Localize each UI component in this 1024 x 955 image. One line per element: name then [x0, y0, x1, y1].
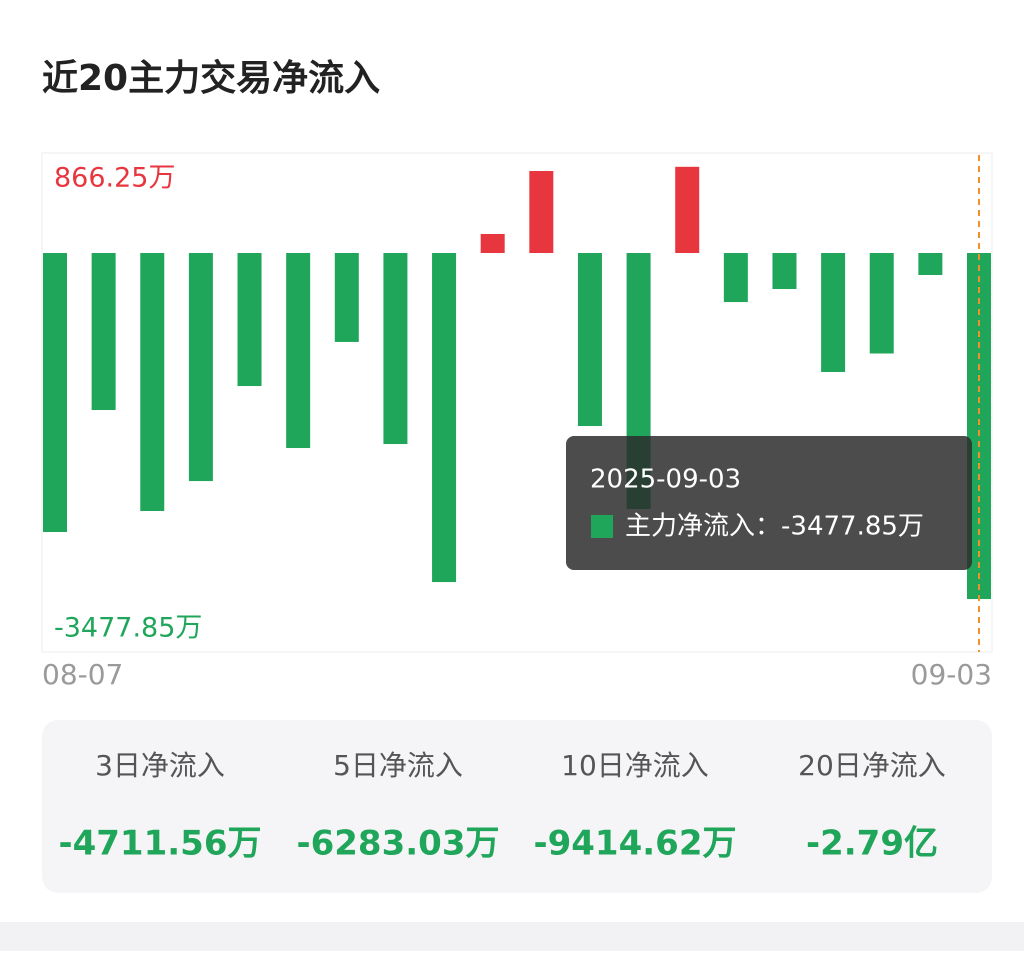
- bar: [334, 252, 359, 342]
- bar: [723, 252, 748, 303]
- x-tick-label: 08-07: [42, 658, 123, 691]
- bar: [383, 252, 408, 445]
- summary-label: 3日净流入: [95, 749, 225, 782]
- bar: [918, 252, 943, 275]
- chart-frame: [41, 152, 993, 653]
- tooltip-swatch: [591, 515, 613, 538]
- bar: [480, 233, 505, 253]
- bar: [432, 252, 457, 583]
- bar: [188, 252, 213, 482]
- bar: [91, 252, 116, 411]
- summary-label: 10日净流入: [561, 749, 709, 782]
- bar: [869, 252, 894, 354]
- summary-label: 5日净流入: [333, 749, 463, 782]
- tooltip-value: -3477.85万: [781, 512, 924, 542]
- bar: [821, 252, 846, 373]
- bottom-strip: [0, 922, 1024, 951]
- bar: [772, 252, 797, 290]
- bar: [237, 252, 262, 387]
- tooltip-box: [566, 436, 972, 570]
- bar: [577, 252, 602, 427]
- tooltip-date: 2025-09-03: [590, 465, 741, 495]
- summary-value: -4711.56万: [59, 824, 262, 864]
- bar: [675, 166, 700, 253]
- bar: [43, 252, 67, 533]
- bar: [286, 252, 311, 449]
- y-extreme-label: 866.25万: [54, 162, 175, 193]
- summary-label: 20日净流入: [798, 749, 946, 782]
- summary-panel: [42, 720, 992, 893]
- bar: [529, 171, 554, 253]
- y-extreme-label: -3477.85万: [54, 613, 202, 644]
- summary-value: -2.79亿: [806, 824, 938, 864]
- x-tick-label: 09-03: [911, 658, 992, 691]
- page-title: 近20主力交易净流入: [42, 57, 380, 99]
- summary-value: -9414.62万: [534, 824, 737, 864]
- tooltip-label: 主力净流入：: [625, 512, 781, 542]
- bar: [140, 252, 165, 512]
- summary-value: -6283.03万: [297, 824, 500, 864]
